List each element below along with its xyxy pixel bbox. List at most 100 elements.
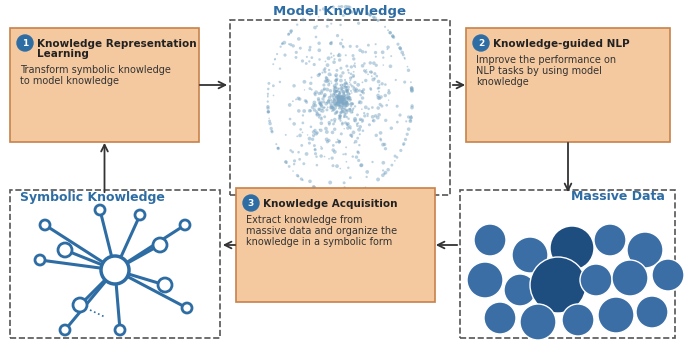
Point [403, 67, 414, 73]
Point [338, 100, 349, 105]
Point [364, 69, 375, 75]
Point [338, 105, 349, 110]
Text: Knowledge Acquisition: Knowledge Acquisition [263, 199, 397, 209]
Point [293, 95, 304, 101]
Point [395, 112, 406, 118]
Point [334, 101, 345, 107]
Point [337, 121, 348, 127]
Point [335, 97, 346, 103]
Point [285, 148, 296, 153]
Point [371, 63, 382, 68]
Point [349, 118, 360, 123]
Point [310, 103, 321, 108]
Point [360, 113, 371, 119]
Point [326, 80, 337, 86]
Point [314, 47, 325, 53]
Point [348, 73, 359, 78]
Point [270, 56, 281, 62]
Circle shape [58, 243, 72, 257]
Point [300, 98, 311, 103]
Point [316, 90, 327, 96]
Point [292, 22, 303, 27]
Point [310, 128, 321, 133]
Point [335, 100, 346, 105]
Point [334, 97, 345, 103]
Point [323, 98, 334, 103]
Point [402, 64, 413, 70]
Point [341, 100, 352, 106]
Point [359, 110, 370, 116]
Point [313, 96, 324, 101]
Point [335, 104, 346, 110]
Point [332, 101, 342, 106]
Point [305, 179, 316, 184]
Point [336, 4, 347, 9]
Point [368, 77, 379, 82]
Point [295, 96, 306, 102]
Point [334, 89, 345, 95]
Point [347, 101, 358, 107]
Point [400, 137, 411, 142]
Point [263, 109, 274, 115]
Point [284, 31, 295, 36]
Point [352, 112, 363, 118]
Point [379, 142, 390, 147]
Point [357, 118, 368, 124]
Point [346, 109, 357, 115]
Point [363, 106, 374, 112]
Point [336, 99, 347, 104]
Point [345, 175, 356, 181]
Point [264, 81, 275, 86]
Point [316, 115, 327, 120]
Text: NLP tasks by using model: NLP tasks by using model [476, 66, 602, 76]
Point [355, 117, 366, 122]
Point [340, 151, 351, 157]
Point [293, 108, 304, 114]
Point [315, 101, 326, 107]
Point [325, 180, 336, 185]
Point [328, 53, 339, 58]
Point [373, 89, 384, 94]
Point [326, 117, 337, 123]
Point [316, 144, 327, 149]
Point [308, 129, 319, 135]
Point [297, 130, 308, 135]
Circle shape [243, 195, 259, 211]
Point [358, 185, 369, 191]
Point [342, 88, 353, 93]
Circle shape [512, 237, 548, 273]
Point [341, 63, 352, 69]
Point [356, 162, 367, 168]
Point [352, 188, 363, 193]
Point [335, 4, 346, 9]
Point [314, 112, 325, 118]
Point [299, 161, 310, 166]
Point [390, 153, 401, 159]
Point [334, 51, 345, 56]
Point [382, 46, 393, 52]
Point [329, 83, 340, 89]
Point [375, 136, 386, 142]
Point [334, 97, 345, 103]
Point [328, 97, 339, 102]
Point [263, 109, 274, 115]
Point [351, 154, 362, 160]
Point [340, 84, 351, 89]
Point [266, 128, 277, 134]
Point [379, 171, 390, 176]
Point [337, 98, 348, 103]
Text: knowledge in a symbolic form: knowledge in a symbolic form [246, 237, 393, 247]
Circle shape [612, 260, 648, 296]
Point [333, 95, 344, 101]
Point [335, 95, 346, 101]
Point [366, 73, 377, 79]
Point [266, 126, 277, 131]
Point [334, 96, 345, 102]
Point [388, 34, 399, 39]
Point [305, 12, 316, 18]
Point [334, 97, 345, 102]
Point [399, 79, 410, 85]
Point [301, 54, 312, 60]
Point [362, 11, 373, 17]
Point [317, 70, 328, 75]
